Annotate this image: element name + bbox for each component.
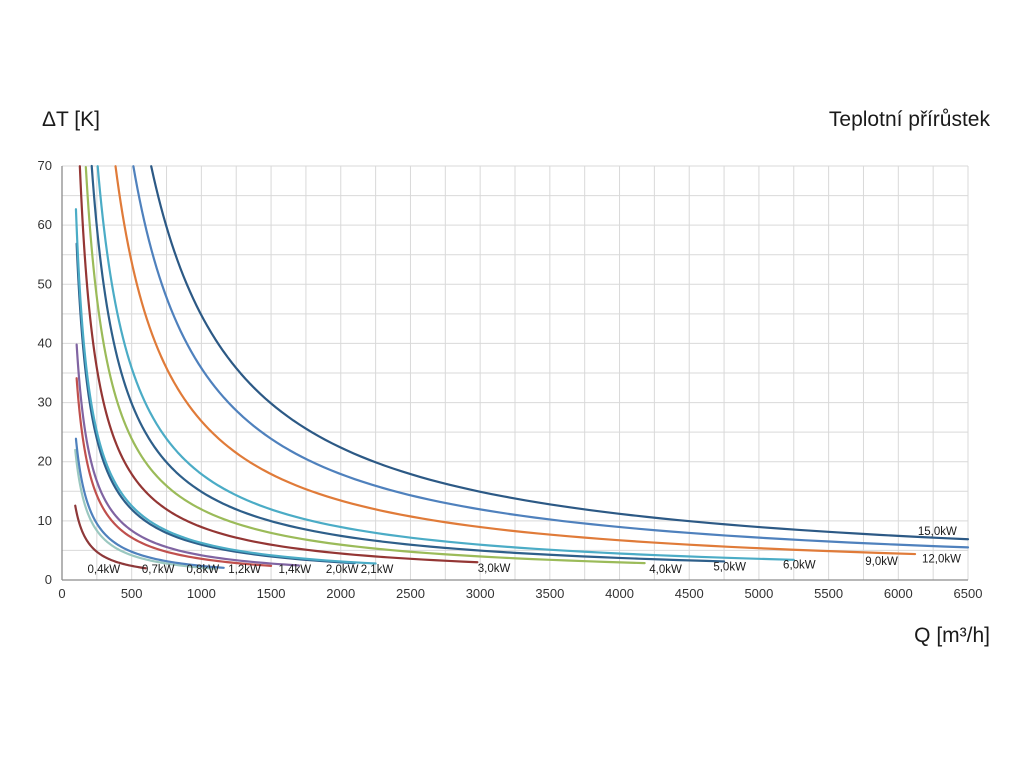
series-curve-0,8kW	[74, 437, 225, 569]
series-curve-2,0kW	[75, 242, 356, 565]
series-label-4,0kW: 4,0kW	[649, 564, 682, 576]
series-label-3,0kW: 3,0kW	[478, 563, 511, 575]
series-label-15,0kW: 15,0kW	[918, 526, 957, 538]
y-tick-label: 50	[38, 276, 52, 291]
y-axis-title: ΔT [K]	[42, 108, 100, 131]
series-label-6,0kW: 6,0kW	[783, 560, 816, 572]
series-curve-1,2kW	[75, 377, 273, 567]
series-curve-1,4kW	[75, 343, 301, 567]
tick-labels: 0 500 1000 1500 2000 2500 3000 3500 4000 4500 5000…	[38, 158, 983, 601]
y-tick-label: 0	[45, 572, 52, 587]
x-tick-label: 2000	[326, 586, 355, 601]
series-label-0,4kW: 0,4kW	[88, 564, 121, 576]
series-curve-3,0kW	[78, 165, 479, 564]
series-curve-4,0kW	[84, 165, 646, 565]
gridlines	[61, 165, 969, 581]
x-tick-label: 500	[121, 586, 143, 601]
chart-title: Teplotní přírůstek	[828, 108, 990, 131]
series-label-0,8kW: 0,8kW	[186, 564, 219, 576]
series-label-12,0kW: 12,0kW	[922, 554, 961, 566]
y-tick-label: 60	[38, 217, 52, 232]
y-tick-label: 20	[38, 454, 52, 469]
series-curve-2,1kW	[74, 208, 377, 565]
x-tick-label: 2500	[396, 586, 425, 601]
y-tick-label: 40	[38, 335, 52, 350]
series-label-1,4kW: 1,4kW	[278, 564, 311, 576]
x-tick-label: 0	[58, 586, 65, 601]
series-curve-0,4kW	[74, 504, 147, 570]
series-label-9,0kW: 9,0kW	[865, 556, 898, 568]
x-axis-title: Q [m³/h]	[914, 624, 990, 647]
x-tick-label: 1500	[257, 586, 286, 601]
x-tick-label: 5500	[814, 586, 843, 601]
x-tick-label: 3500	[535, 586, 564, 601]
x-tick-label: 6000	[884, 586, 913, 601]
x-tick-label: 4500	[675, 586, 704, 601]
x-tick-label: 3000	[466, 586, 495, 601]
x-tick-label: 4000	[605, 586, 634, 601]
series-curve-15,0kW	[150, 165, 970, 541]
y-tick-label: 70	[38, 158, 52, 173]
x-tick-label: 6500	[954, 586, 983, 601]
series-label-2,1kW: 2,1kW	[361, 564, 394, 576]
y-tick-label: 30	[38, 395, 52, 410]
series-label-1,2kW: 1,2kW	[228, 564, 261, 576]
series-label-5,0kW: 5,0kW	[713, 561, 746, 573]
series-label-2,0kW: 2,0kW	[326, 564, 359, 576]
series-labels: 0,4kW 0,7kW 0,8kW 1,2kW 1,4kW 2,0kW 2,1kW 3,0kW…	[88, 526, 962, 576]
series-curve-12,0kW	[132, 165, 970, 549]
x-tick-label: 5000	[744, 586, 773, 601]
series-curve-6,0kW	[96, 165, 795, 561]
series-curves	[74, 164, 970, 570]
axes	[61, 166, 968, 581]
series-curve-5,0kW	[90, 164, 726, 563]
y-tick-label: 10	[38, 513, 52, 528]
series-curve-0,7kW	[74, 448, 217, 570]
series-label-0,7kW: 0,7kW	[142, 564, 175, 576]
x-tick-label: 1000	[187, 586, 216, 601]
series-curve-9,0kW	[114, 165, 917, 556]
